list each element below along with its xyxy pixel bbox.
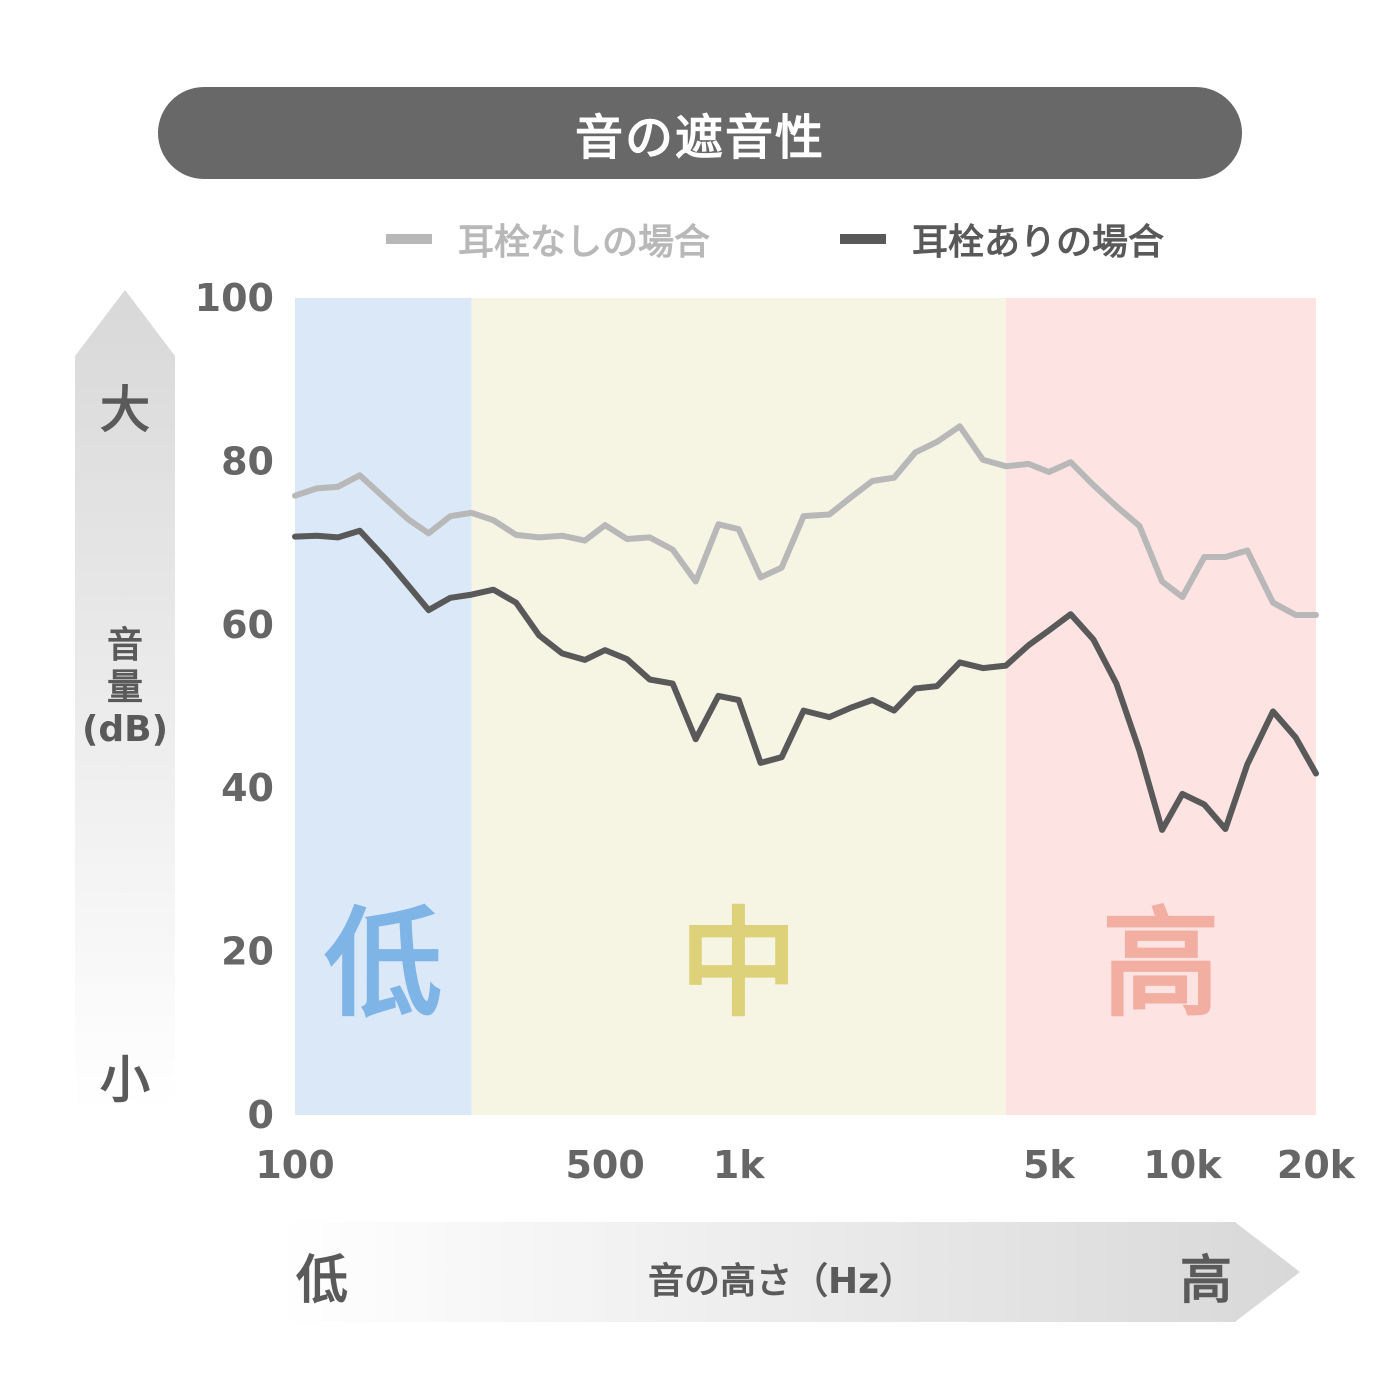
x-tick-label: 20k — [1277, 1143, 1356, 1187]
x-tick-label: 10k — [1143, 1143, 1222, 1187]
legend-label-without: 耳栓なしの場合 — [458, 222, 711, 263]
y-tick-label: 100 — [195, 276, 274, 320]
y-axis-high-label: 大 — [100, 381, 150, 439]
x-axis-low-label: 低 — [296, 1251, 349, 1311]
legend-label-with: 耳栓ありの場合 — [912, 222, 1165, 263]
band-2 — [1005, 298, 1316, 1115]
y-axis-low-label: 小 — [100, 1051, 150, 1109]
y-tick-label: 20 — [221, 930, 274, 974]
band-label-2: 高 — [1102, 895, 1220, 1033]
band-0 — [295, 298, 472, 1115]
series-line-without-earplugs — [292, 423, 1319, 618]
x-tick-label: 100 — [255, 1143, 334, 1187]
x-axis-title: 音の高さ（Hz） — [648, 1261, 916, 1302]
legend-item-without-earplugs: 耳栓なしの場合 — [386, 214, 710, 264]
y-axis-gradient-arrow — [75, 290, 175, 1110]
y-tick-label: 60 — [221, 603, 274, 647]
y-axis-title-line3: (dB) — [81, 709, 169, 750]
x-axis-gradient-arrow — [280, 1222, 1300, 1322]
band-label-1: 中 — [680, 895, 798, 1033]
x-tick-label: 5k — [1023, 1143, 1075, 1187]
series-line-with-earplugs — [292, 527, 1319, 833]
x-tick-label: 1k — [713, 1143, 765, 1187]
y-tick-label: 80 — [221, 439, 274, 483]
y-axis-title-line2: 量 — [106, 667, 143, 708]
x-axis-high-label: 高 — [1180, 1251, 1233, 1311]
legend-swatch-gray — [386, 234, 432, 244]
y-tick-label: 40 — [221, 766, 274, 810]
y-axis-title-line1: 音 — [106, 625, 143, 666]
x-tick-label: 500 — [565, 1143, 644, 1187]
legend-item-with-earplugs: 耳栓ありの場合 — [840, 214, 1164, 264]
y-axis-title: 音 量 (dB) — [75, 625, 175, 751]
legend-swatch-dark — [840, 234, 886, 244]
chart-title: 音の遮音性 — [158, 87, 1242, 179]
band-label-0: 低 — [324, 895, 442, 1033]
y-tick-label: 0 — [248, 1093, 274, 1137]
